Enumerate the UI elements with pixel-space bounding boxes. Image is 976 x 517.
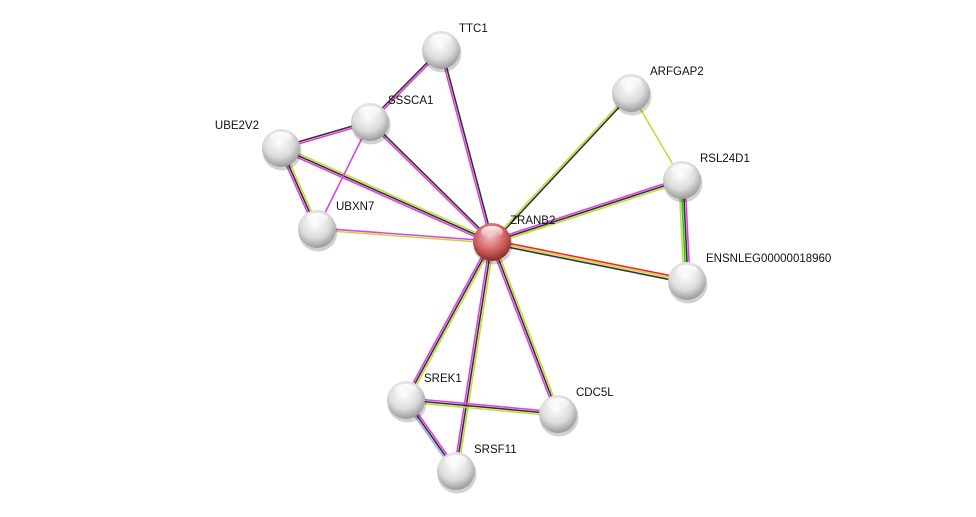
edge-ZRANB2-UBXN7[interactable]: [316, 227, 493, 244]
node-SRSF11[interactable]: SRSF11: [437, 444, 517, 494]
node-highlight: [671, 164, 693, 176]
edge-evidence-experiments: [491, 177, 682, 241]
node-UBE2V2[interactable]: UBE2V2: [215, 120, 302, 171]
node-ZRANB2[interactable]: ZRANB2: [473, 215, 555, 265]
node-highlight: [430, 34, 452, 46]
edge-evidence-textmining: [405, 401, 558, 417]
edge-evidence-textmining: [492, 181, 683, 245]
node-highlight: [620, 77, 642, 89]
node-label: ENSNLEG00000018960: [706, 253, 831, 265]
node-CDC5L[interactable]: CDC5L: [539, 387, 614, 437]
node-ENSNLEG00000018960[interactable]: ENSNLEG00000018960: [668, 253, 831, 304]
node-SREK1[interactable]: SREK1: [387, 373, 462, 423]
edge-evidence-coexpression: [441, 49, 494, 242]
node-highlight: [481, 226, 503, 238]
edge-evidence-textmining: [491, 241, 688, 282]
node-RSL24D1[interactable]: RSL24D1: [663, 153, 750, 203]
node-label: SRSF11: [474, 444, 517, 456]
edge-ZRANB2-UBE2V2[interactable]: [279, 145, 494, 245]
edge-evidence-experiments: [279, 149, 492, 245]
edge-evidence-textmining: [457, 242, 495, 472]
node-UBXN7[interactable]: UBXN7: [298, 201, 374, 252]
node-highlight: [547, 398, 569, 410]
edge-SSSCA1-UBXN7[interactable]: [316, 121, 371, 230]
edge-evidence-experiments: [368, 122, 492, 244]
node-label: SREK1: [424, 373, 462, 385]
node-highlight: [445, 455, 467, 467]
edge-ZRANB2-SRSF11[interactable]: [453, 241, 495, 472]
edge-evidence-coexpression: [405, 241, 493, 401]
node-label: RSL24D1: [700, 153, 750, 165]
edge-ZRANB2-CDC5L[interactable]: [489, 240, 561, 416]
edge-ZRANB2-TTC1[interactable]: [439, 49, 494, 243]
node-SSSCA1[interactable]: SSSCA1: [351, 95, 433, 145]
node-TTC1[interactable]: TTC1: [422, 23, 488, 73]
edge-ZRANB2-ARFGAP2[interactable]: [490, 91, 633, 244]
node-highlight: [306, 213, 328, 225]
node-label: ARFGAP2: [650, 66, 704, 78]
edge-evidence-experiments: [403, 240, 491, 400]
edge-evidence-fusion: [492, 239, 688, 280]
edge-evidence-experiments: [453, 241, 491, 471]
node-highlight: [359, 106, 381, 118]
node-highlight: [395, 384, 417, 396]
edge-evidence-coexpression: [405, 399, 559, 415]
edge-evidence-textmining: [316, 229, 492, 244]
edge-SREK1-CDC5L[interactable]: [405, 397, 559, 417]
edge-ZRANB2-RSL24D1[interactable]: [491, 177, 683, 245]
edge-evidence-experiments: [316, 121, 371, 230]
edge-evidence-coexpression: [455, 241, 493, 472]
edge-evidence-experiments: [406, 397, 559, 413]
edge-evidence-coexpression: [370, 120, 494, 242]
edge-evidence-coexpression: [491, 243, 687, 284]
edge-evidence-experiments: [489, 242, 557, 416]
node-label: UBXN7: [336, 201, 374, 213]
edge-evidence-coexpression: [491, 241, 559, 415]
edge-evidence-textmining: [490, 91, 631, 242]
edge-evidence-coexpression: [280, 147, 493, 243]
edge-ZRANB2-SREK1[interactable]: [403, 240, 495, 402]
edge-evidence-textmining: [281, 145, 494, 241]
edge-evidence-coexpression: [492, 93, 633, 244]
node-label: TTC1: [459, 23, 488, 35]
edge-evidence-textmining: [493, 240, 561, 414]
node-ARFGAP2[interactable]: ARFGAP2: [612, 66, 704, 116]
edge-evidence-experiments: [439, 50, 492, 243]
node-label: CDC5L: [576, 387, 614, 399]
edge-ZRANB2-ENSNLEG00000018960[interactable]: [491, 239, 688, 284]
edge-evidence-coexpression: [491, 179, 683, 243]
node-label: SSSCA1: [388, 95, 433, 107]
node-highlight: [270, 132, 292, 144]
node-label: ZRANB2: [510, 215, 555, 227]
node-highlight: [676, 265, 698, 277]
edge-evidence-experiments: [317, 227, 493, 242]
edge-evidence-textmining: [407, 242, 495, 402]
node-label: UBE2V2: [215, 120, 259, 132]
edge-ZRANB2-SSSCA1[interactable]: [368, 120, 494, 244]
